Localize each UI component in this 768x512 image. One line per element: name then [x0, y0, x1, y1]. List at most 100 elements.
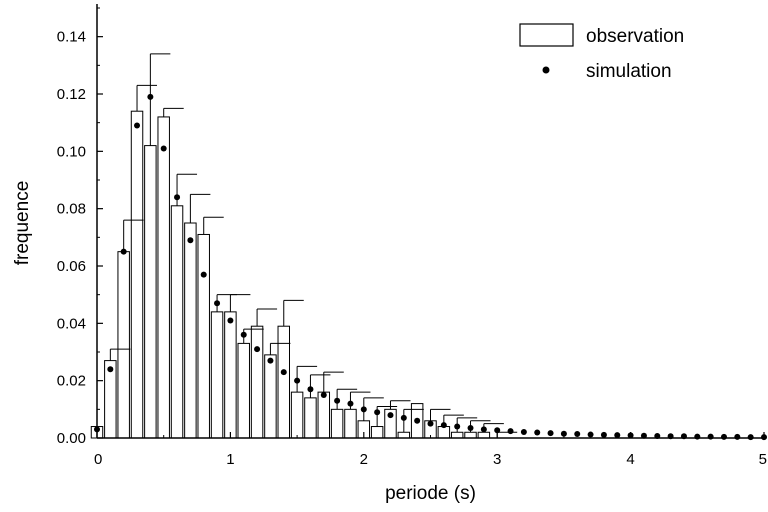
simulation-point — [307, 386, 314, 393]
simulation-point — [587, 431, 594, 438]
simulation-point — [254, 346, 261, 353]
simulation-point — [267, 357, 274, 364]
observation-error-bar — [189, 193, 211, 223]
simulation-point — [387, 412, 394, 419]
y-tick-label: 0.08 — [57, 201, 86, 218]
simulation-point — [640, 432, 647, 439]
observation-error-bar — [470, 420, 491, 433]
observation-error-bar — [296, 365, 318, 393]
simulation-point — [720, 433, 727, 440]
simulation-point — [600, 431, 607, 438]
y-tick-label: 0.14 — [57, 29, 86, 46]
observation-error-bar — [163, 107, 184, 117]
observation-bar — [437, 426, 451, 439]
observation-bar — [184, 222, 197, 439]
observation-bar — [197, 233, 210, 439]
simulation-point — [614, 432, 621, 439]
x-ticks: 0 1 2 3 4 5 — [94, 432, 767, 468]
simulation-point — [747, 434, 754, 441]
simulation-point — [200, 271, 207, 278]
observation-error-bar — [269, 342, 291, 355]
observation-bar — [397, 431, 411, 439]
x-tick-label: 4 — [626, 451, 634, 468]
simulation-point — [547, 430, 554, 437]
observation-error-bar — [109, 348, 131, 361]
y-axis-title: frequence — [12, 181, 33, 266]
simulation-point — [480, 426, 487, 433]
observation-bar — [157, 116, 170, 439]
y-tick-label: 0.00 — [57, 430, 86, 447]
x-tick-label: 5 — [759, 451, 767, 468]
observation-error-bar — [483, 423, 504, 433]
simulation-point — [440, 422, 447, 429]
observation-bar — [210, 311, 224, 439]
simulation-point — [280, 369, 287, 376]
x-tick-label: 1 — [226, 451, 234, 468]
simulation-point — [360, 406, 367, 413]
observation-error-bar — [349, 391, 371, 410]
x-tick-label: 3 — [493, 451, 501, 468]
simulation-point — [240, 331, 247, 338]
simulation-point — [427, 420, 434, 427]
legend: observation simulation — [519, 23, 684, 82]
observation-bar — [144, 145, 157, 439]
simulation-point — [467, 424, 474, 431]
observation-bar — [477, 431, 491, 439]
observation-error-bar — [430, 408, 451, 421]
observation-bar — [304, 397, 317, 439]
simulation-point — [534, 429, 541, 436]
observation-error-bar — [136, 84, 158, 112]
simulation-point — [347, 400, 354, 407]
simulation-point — [574, 430, 581, 437]
simulation-point — [147, 93, 154, 100]
observation-bar — [464, 431, 477, 439]
legend-simulation-label: simulation — [586, 61, 672, 82]
simulation-point — [507, 428, 514, 435]
y-tick-label: 0.06 — [57, 258, 86, 275]
observation-error-bar — [389, 400, 411, 410]
x-tick-label: 2 — [360, 451, 368, 468]
observation-bar — [170, 205, 184, 439]
observation-bar — [317, 391, 331, 439]
observation-bar — [250, 325, 264, 439]
observation-bar — [224, 311, 237, 439]
simulation-point — [320, 392, 327, 398]
y-tick-label: 0.10 — [57, 143, 86, 160]
observation-error-bar — [496, 431, 518, 438]
observation-bar — [450, 431, 464, 439]
observation-error-bar — [229, 294, 251, 312]
simulation-point — [334, 397, 341, 404]
simulation-point — [374, 409, 381, 416]
observation-error-bar — [443, 414, 464, 427]
simulation-point — [494, 427, 501, 434]
simulation-point — [560, 430, 567, 437]
y-tick-label: 0.12 — [57, 86, 86, 103]
simulation-point — [294, 377, 301, 384]
observation-bar — [330, 408, 344, 439]
observation-bar — [104, 360, 117, 439]
simulation-point — [414, 417, 421, 424]
simulation-point — [227, 317, 234, 324]
x-axis-title: periode (s) — [385, 483, 476, 504]
simulation-point — [107, 366, 114, 373]
simulation-point — [134, 122, 141, 129]
observation-error-bar — [203, 216, 224, 235]
observation-bar — [130, 110, 144, 439]
simulation-point — [174, 194, 181, 201]
simulation-point — [400, 414, 407, 421]
observation-bar — [264, 354, 277, 439]
simulation-point — [120, 248, 127, 255]
observation-bars — [90, 110, 491, 439]
y-ticks: 0.00 0.02 0.04 0.06 0.08 0.10 0.12 0.14 — [57, 7, 103, 447]
observation-error-bar — [456, 417, 478, 433]
simulation-point — [214, 300, 221, 307]
observation-bar — [344, 408, 357, 439]
observation-error-bar — [256, 308, 278, 327]
observation-error-bar — [283, 299, 304, 327]
observation-bar — [237, 342, 250, 439]
legend-simulation-marker — [542, 66, 550, 74]
y-tick-label: 0.02 — [57, 373, 86, 390]
observation-bar — [117, 251, 130, 439]
simulation-point — [454, 423, 461, 430]
observation-error-bar — [323, 371, 344, 393]
